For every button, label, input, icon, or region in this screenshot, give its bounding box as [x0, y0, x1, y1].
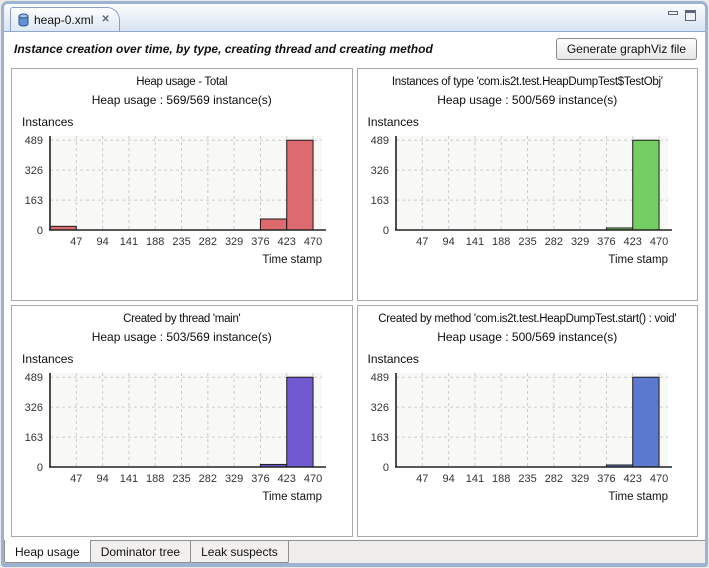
svg-text:141: 141 — [465, 473, 483, 485]
svg-text:163: 163 — [370, 432, 388, 444]
svg-text:0: 0 — [382, 225, 388, 237]
heap-dump-icon — [18, 13, 29, 27]
editor-tab-heap-0-xml[interactable]: heap-0.xml ✕ — [10, 7, 120, 31]
svg-text:282: 282 — [544, 236, 562, 248]
window-controls — [668, 10, 696, 21]
svg-text:470: 470 — [304, 473, 322, 485]
bottom-tab-bar: Heap usage Dominator tree Leak suspects — [4, 540, 705, 563]
svg-text:489: 489 — [370, 372, 388, 384]
chart-panel: Created by thread 'main' Heap usage : 50… — [11, 304, 353, 537]
svg-text:163: 163 — [25, 195, 43, 207]
svg-text:282: 282 — [199, 473, 217, 485]
svg-text:47: 47 — [70, 236, 82, 248]
chart-title: Instances of type 'com.is2t.test.HeapDum… — [391, 76, 663, 88]
editor-tab-bar: heap-0.xml ✕ — [4, 4, 705, 32]
svg-text:94: 94 — [442, 236, 454, 248]
chart-subtitle: Heap usage : 500/569 instance(s) — [437, 329, 618, 344]
svg-text:329: 329 — [570, 473, 588, 485]
minimize-icon[interactable] — [668, 11, 678, 15]
svg-text:376: 376 — [251, 473, 269, 485]
close-icon[interactable]: ✕ — [101, 14, 110, 25]
svg-text:376: 376 — [251, 236, 269, 248]
y-axis-label: Instances — [367, 115, 419, 129]
svg-text:94: 94 — [96, 236, 108, 248]
chart-title: Created by thread 'main' — [123, 312, 241, 325]
svg-text:Time stamp: Time stamp — [608, 491, 668, 503]
view-header: Instance creation over time, by type, cr… — [4, 32, 705, 66]
svg-text:94: 94 — [96, 473, 108, 485]
svg-text:141: 141 — [120, 236, 138, 248]
svg-text:47: 47 — [416, 236, 428, 248]
svg-text:0: 0 — [37, 462, 43, 474]
svg-text:376: 376 — [597, 236, 615, 248]
svg-text:423: 423 — [623, 236, 641, 248]
svg-text:235: 235 — [518, 473, 536, 485]
svg-text:423: 423 — [278, 236, 296, 248]
svg-text:188: 188 — [492, 473, 510, 485]
svg-text:235: 235 — [518, 236, 536, 248]
chart-panel: Instances of type 'com.is2t.test.HeapDum… — [356, 68, 698, 301]
svg-text:Time stamp: Time stamp — [608, 254, 668, 266]
svg-text:188: 188 — [492, 236, 510, 248]
svg-text:329: 329 — [225, 473, 243, 485]
chart-panel: Created by method 'com.is2t.test.HeapDum… — [356, 304, 698, 537]
svg-text:163: 163 — [370, 195, 388, 207]
svg-text:282: 282 — [199, 236, 217, 248]
svg-text:329: 329 — [225, 236, 243, 248]
chart-subtitle: Heap usage : 500/569 instance(s) — [437, 93, 618, 107]
svg-text:235: 235 — [172, 236, 190, 248]
svg-text:Time stamp: Time stamp — [262, 254, 322, 266]
maximize-icon[interactable] — [685, 10, 696, 21]
svg-text:0: 0 — [382, 462, 388, 474]
bar-chart: 0 163 326 489 47 94 141 188 235 282 329 376 423 470 Ti… — [25, 135, 326, 266]
svg-text:188: 188 — [146, 473, 164, 485]
svg-text:141: 141 — [465, 236, 483, 248]
svg-text:326: 326 — [370, 402, 388, 414]
y-axis-label: Instances — [367, 351, 419, 366]
chart-panel: Heap usage - Total Heap usage : 569/569 … — [11, 68, 353, 301]
chart-subtitle: Heap usage : 503/569 instance(s) — [91, 329, 272, 344]
svg-text:489: 489 — [25, 135, 43, 147]
svg-text:141: 141 — [120, 473, 138, 485]
svg-text:329: 329 — [570, 236, 588, 248]
y-axis-label: Instances — [22, 351, 74, 366]
bar-chart: 0 163 326 489 47 94 141 188 235 282 329 376 423 470 Ti… — [370, 135, 672, 266]
bar-chart: 0 163 326 489 47 94 141 188 235 282 329 376 423 470 Ti… — [370, 372, 672, 503]
bottom-tab-leak-suspects[interactable]: Leak suspects — [190, 541, 289, 563]
editor-tab-label: heap-0.xml — [34, 12, 94, 27]
chart-title: Created by method 'com.is2t.test.HeapDum… — [378, 312, 677, 325]
svg-text:326: 326 — [370, 165, 388, 177]
svg-text:470: 470 — [649, 236, 667, 248]
svg-text:188: 188 — [146, 236, 164, 248]
svg-text:470: 470 — [649, 473, 667, 485]
svg-text:282: 282 — [544, 473, 562, 485]
chart-subtitle: Heap usage : 569/569 instance(s) — [91, 93, 272, 107]
svg-text:94: 94 — [442, 473, 454, 485]
svg-text:326: 326 — [25, 165, 43, 177]
page-title: Instance creation over time, by type, cr… — [14, 42, 433, 56]
bar-chart: 0 163 326 489 47 94 141 188 235 282 329 376 423 470 Ti… — [25, 372, 326, 503]
chart-title: Heap usage - Total — [136, 76, 228, 88]
svg-text:235: 235 — [172, 473, 190, 485]
svg-text:0: 0 — [37, 225, 43, 237]
svg-text:47: 47 — [416, 473, 428, 485]
svg-text:376: 376 — [597, 473, 615, 485]
svg-text:470: 470 — [304, 236, 322, 248]
charts-grid: Heap usage - Total Heap usage : 569/569 … — [4, 66, 705, 540]
generate-graphviz-button[interactable]: Generate graphViz file — [555, 38, 697, 60]
svg-text:423: 423 — [278, 473, 296, 485]
svg-text:163: 163 — [25, 432, 43, 444]
svg-text:489: 489 — [25, 372, 43, 384]
svg-text:489: 489 — [370, 135, 388, 147]
svg-text:326: 326 — [25, 402, 43, 414]
bottom-tab-heap-usage[interactable]: Heap usage — [4, 540, 91, 563]
bottom-tab-dominator-tree[interactable]: Dominator tree — [89, 541, 192, 563]
svg-text:47: 47 — [70, 473, 82, 485]
svg-text:423: 423 — [623, 473, 641, 485]
svg-text:Time stamp: Time stamp — [262, 491, 322, 503]
y-axis-label: Instances — [22, 115, 74, 129]
